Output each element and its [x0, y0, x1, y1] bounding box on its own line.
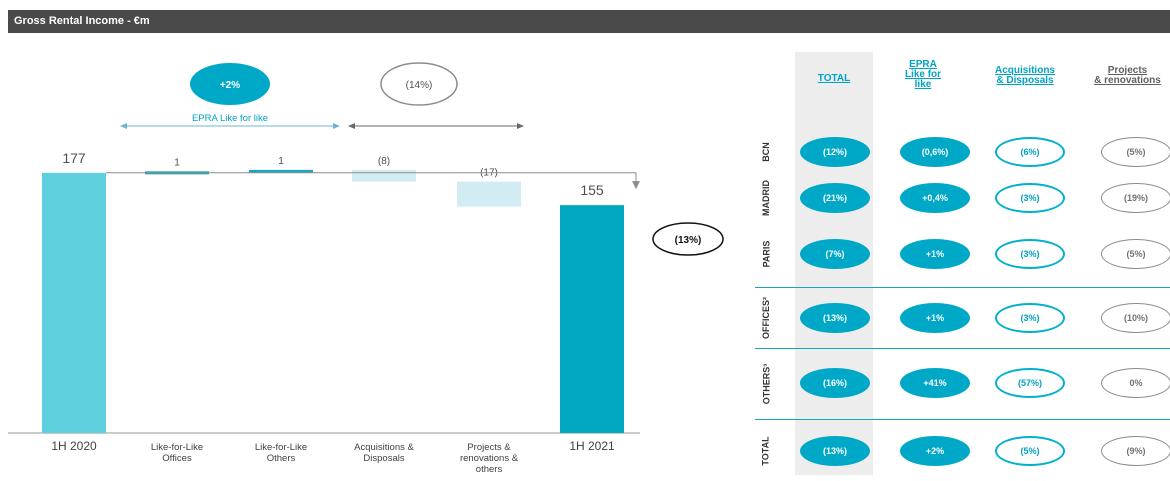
col-header-epra: EPRA Like for like — [893, 60, 953, 90]
cell-offices-epra: +1% — [900, 303, 970, 333]
data-label: 1 — [278, 156, 284, 167]
col-header-line: Projects — [1107, 65, 1148, 76]
epra-arrow-head-right — [333, 123, 340, 129]
epra-label: EPRA Like for like — [192, 113, 268, 124]
cell-others-projects: 0% — [1101, 368, 1170, 398]
cell-bcn-projects: (5%) — [1101, 137, 1170, 167]
col-header-line: EPRA — [909, 59, 937, 70]
col-header-projects: Projects & renovations — [1085, 66, 1170, 86]
category-label: Like-for-Like — [151, 442, 203, 453]
col-header-line: like — [914, 79, 932, 90]
data-label: 155 — [580, 182, 604, 198]
category-label: others — [476, 464, 503, 475]
waterfall-bar — [560, 205, 624, 433]
acq-proj-arrow-head-right — [517, 123, 524, 129]
total-change-badge — [652, 222, 724, 256]
category-label: Like-for-Like — [255, 442, 307, 453]
table-separator — [755, 348, 1170, 349]
cell-paris-acquisitions: (3%) — [995, 239, 1065, 269]
category-label: Acquisitions & — [354, 442, 414, 453]
section-title: Gross Rental Income - €m — [14, 15, 150, 27]
section-title-bar: Gross Rental Income - €m — [8, 10, 1170, 33]
cell-madrid-acquisitions: (3%) — [995, 183, 1065, 213]
cell-offices-total: (13%) — [800, 303, 870, 333]
cell-offices-projects: (10%) — [1101, 303, 1170, 333]
category-label: Others — [267, 453, 296, 464]
row-label-offices: OFFICES² — [761, 297, 771, 339]
cell-offices-acquisitions: (3%) — [995, 303, 1065, 333]
table-separator — [755, 419, 1170, 420]
acq-proj-badge-text: (14%) — [406, 80, 433, 91]
epra-badge — [190, 63, 270, 105]
waterfall-bar — [352, 169, 416, 182]
breakdown-table: TOTAL EPRA Like for like Acquisitions & … — [755, 52, 1170, 475]
waterfall-bar — [249, 169, 313, 173]
cell-paris-projects: (5%) — [1101, 239, 1170, 269]
category-label: Projects & — [467, 442, 511, 453]
cell-paris-epra: +1% — [900, 239, 970, 269]
cell-madrid-total: (21%) — [800, 183, 870, 213]
cell-bcn-acquisitions: (6%) — [995, 137, 1065, 167]
row-label-paris: PARIS — [761, 240, 771, 268]
row-label-total: TOTAL — [761, 436, 772, 466]
cell-others-total: (16%) — [800, 368, 870, 398]
row-label-others: OTHERS³ — [761, 363, 771, 405]
cell-total-projects: (9%) — [1101, 436, 1170, 466]
total-change-badge-text: (13%) — [675, 235, 702, 246]
category-label: Disposals — [363, 453, 404, 464]
epra-arrow-head-left — [120, 123, 127, 129]
category-label: 1H 2020 — [51, 439, 97, 453]
cell-total-total: (13%) — [800, 436, 870, 466]
waterfall-bar — [42, 172, 106, 433]
cell-madrid-projects: (19%) — [1101, 183, 1170, 213]
col-header-line: Like for — [904, 69, 942, 80]
acq-proj-arrow-head-left — [348, 123, 355, 129]
col-header-line: & renovations — [1094, 75, 1161, 86]
col-header-total: TOTAL — [795, 74, 873, 84]
col-header-line: & Disposals — [996, 75, 1054, 86]
col-header-line: TOTAL — [817, 73, 851, 84]
cell-total-epra: +2% — [900, 436, 970, 466]
cell-total-acquisitions: (5%) — [995, 436, 1065, 466]
cell-paris-total: (7%) — [800, 239, 870, 269]
category-label: renovations & — [460, 453, 519, 464]
data-label: 1 — [174, 157, 180, 168]
data-label: 177 — [62, 150, 86, 166]
col-header-line: Acquisitions — [994, 65, 1055, 76]
data-label: (8) — [378, 156, 390, 167]
cell-bcn-total: (12%) — [800, 137, 870, 167]
cell-bcn-epra: (0,6%) — [900, 137, 970, 167]
col-header-acquisitions: Acquisitions & Disposals — [983, 66, 1067, 86]
epra-badge-text: +2% — [220, 80, 240, 91]
cell-others-acquisitions: (57%) — [995, 368, 1065, 398]
cell-madrid-epra: +0,4% — [900, 183, 970, 213]
drop-arrow-head — [632, 181, 640, 190]
row-label-madrid: MADRID — [761, 180, 771, 216]
table-separator — [755, 287, 1170, 288]
category-label: 1H 2021 — [569, 439, 615, 453]
acq-proj-badge — [380, 62, 458, 106]
cell-others-epra: +41% — [900, 368, 970, 398]
waterfall-bar — [457, 181, 521, 207]
category-label: Offices — [162, 453, 192, 464]
